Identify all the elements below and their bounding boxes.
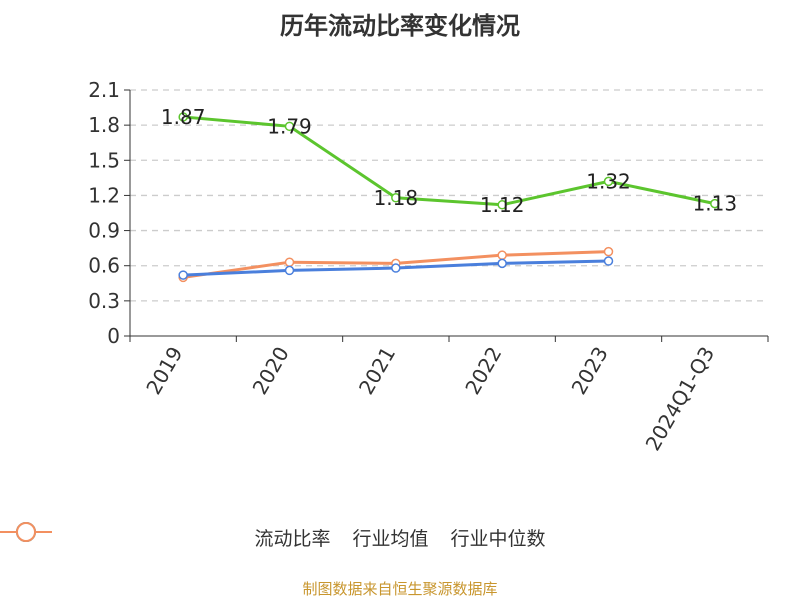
data-label: 1.13 [693,192,738,216]
x-tick-label: 2020 [248,343,294,399]
x-tick-label: 2023 [567,343,613,399]
legend-item-industry-median[interactable]: 行业中位数 [0,522,546,551]
y-tick-label: 0 [107,324,120,348]
data-point-2 [284,257,295,267]
y-tick-label: 2.1 [88,78,120,102]
legend-label-industry-median: 行业中位数 [450,527,546,550]
source-footer: 制图数据来自恒生聚源数据库 [302,580,498,598]
data-point-0 [603,176,614,187]
line-chart: 0 0.3 0.6 0.9 1.2 1.5 1.8 2.1 2019 2020 2021 2022 20… [88,78,769,455]
data-label: 1.18 [374,186,419,210]
data-point-1 [497,258,507,269]
data-point-0 [178,112,188,122]
legend-label-industry-mean: 行业均值 [352,527,429,550]
legend: 流动比率 行业均值 行业中位数 [0,520,800,554]
x-tick-label: 2021 [354,343,400,399]
y-tick-label: 0.9 [88,219,120,243]
data-point-1 [178,270,188,280]
data-label: 1.79 [267,114,312,138]
data-point-0 [497,200,507,210]
chart-title: 历年流动比率变化情况 [280,12,520,40]
y-tick-label: 1.2 [88,183,120,207]
data-point-2 [497,250,507,260]
legend-swatch-industry-median [0,522,52,542]
legend-label-current-ratio: 流动比率 [254,527,331,550]
data-point-0 [284,121,295,132]
data-point-0 [710,198,720,209]
x-tick-label: 2019 [141,343,187,399]
y-tick-label: 0.3 [88,289,120,313]
y-tick-label: 1.8 [88,113,120,137]
data-point-1 [284,265,295,276]
y-tick-label: 1.5 [88,148,120,172]
y-tick-label: 0.6 [88,254,120,278]
legend-item-current-ratio[interactable]: 流动比率 [0,522,331,551]
data-point-0 [391,193,401,203]
data-point-2 [603,246,614,257]
data-label: 1.87 [161,105,206,129]
x-tick-label: 2022 [460,342,506,398]
data-label: 1.12 [480,193,525,217]
data-point-1 [391,263,401,273]
x-tick-label: 2024Q1-Q3 [640,343,719,455]
series-line-0 [183,115,716,207]
data-point-1 [603,256,614,266]
legend-item-industry-mean[interactable]: 行业均值 [0,522,429,551]
data-label: 1.32 [586,169,631,193]
